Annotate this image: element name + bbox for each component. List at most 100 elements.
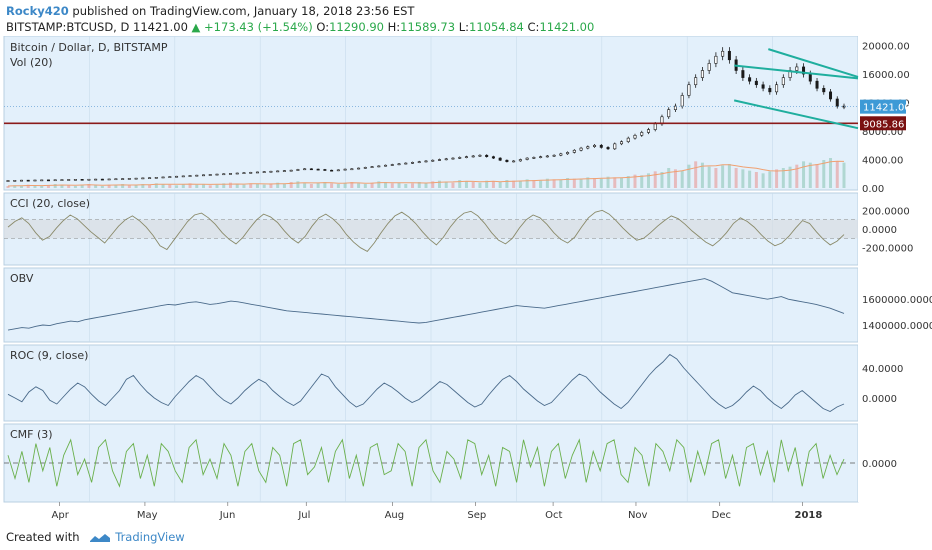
volume-bar — [141, 184, 145, 188]
candle-body — [579, 147, 583, 151]
channel-line-1 — [733, 99, 859, 130]
volume-bar — [80, 184, 84, 188]
x-tick-label: Jul — [297, 510, 310, 521]
candle-body — [822, 87, 826, 93]
last-price: 11421.00 — [133, 20, 188, 34]
candle-body — [593, 144, 597, 147]
volume-bar — [835, 161, 839, 188]
volume-bar — [673, 169, 677, 188]
indicator-tick-label: 0.0000 — [862, 225, 897, 236]
volume-bar — [94, 185, 98, 188]
volume-bar — [653, 171, 657, 188]
candle-body — [532, 157, 536, 159]
candle-body — [572, 149, 576, 153]
volume-bar — [33, 185, 37, 188]
volume-bar — [620, 178, 624, 188]
low-value: 11054.84 — [469, 20, 524, 34]
volume-bar — [613, 177, 617, 188]
indicator-tick-label: 40.0000 — [862, 364, 903, 375]
support-badge-label: 9085.86 — [863, 119, 904, 130]
candle-body — [411, 162, 415, 164]
candle-body — [768, 87, 772, 93]
volume-bar — [842, 162, 846, 188]
volume-bar — [606, 176, 610, 188]
volume-bar — [127, 184, 131, 188]
publish-text: published on TradingView.com, January 18… — [72, 4, 415, 18]
volume-bar — [330, 183, 334, 188]
author-link[interactable]: Rocky420 — [6, 4, 69, 18]
candle-body — [417, 161, 421, 163]
last-price-badge — [860, 99, 906, 114]
candle-body — [46, 179, 50, 182]
candle-body — [694, 77, 698, 86]
candle-body — [471, 155, 475, 158]
volume-bar — [667, 168, 671, 188]
tradingview-link[interactable]: TradingView — [115, 530, 185, 544]
candle-body — [653, 123, 657, 130]
volume-bar — [384, 182, 388, 188]
candle-body — [262, 171, 266, 173]
candle-body — [26, 179, 30, 182]
candle-body — [512, 160, 516, 163]
volume-bar — [478, 182, 482, 188]
volume-bar — [761, 173, 765, 188]
chart-canvas[interactable]: 20000.0016000.0012000.008000.004000.000.… — [0, 36, 932, 525]
indicator-line-roc — [7, 353, 845, 413]
symbol-line: BITSTAMP:BTCUSD, D 11421.00 ▲ +173.43 (+… — [6, 20, 594, 34]
volume-bar — [687, 164, 691, 188]
volume-bar — [303, 183, 307, 188]
price-tick-label: 4000.00 — [862, 156, 903, 167]
volume-bar — [154, 183, 158, 188]
candle-body — [343, 168, 347, 171]
indicator-tick-label: 200.0000 — [862, 206, 910, 217]
volume-bar — [134, 185, 138, 188]
volume-bar — [397, 182, 401, 188]
candle-body — [141, 177, 145, 180]
volume-bar — [390, 183, 394, 188]
volume-bar — [289, 182, 293, 188]
indicator-tick-label: 1400000.0000 — [862, 321, 932, 332]
volume-bar — [323, 182, 327, 188]
volume-bar — [633, 174, 637, 188]
candle-body — [525, 157, 529, 160]
indicator-tick-label: 0.0000 — [862, 394, 897, 405]
candle-body — [754, 80, 758, 86]
candle-body — [586, 146, 590, 149]
volume-bar — [168, 184, 172, 188]
volume-bar — [67, 185, 71, 188]
candle-body — [269, 170, 273, 173]
candle-body — [363, 167, 367, 169]
candle-body — [377, 165, 381, 168]
candle-body — [100, 178, 104, 181]
candle-body — [202, 174, 206, 177]
volume-bar — [363, 184, 367, 188]
candle-body — [222, 173, 226, 176]
candle-body — [350, 168, 354, 171]
candle-body — [404, 162, 408, 165]
volume-bar — [768, 171, 772, 188]
volume-bar — [660, 172, 664, 188]
candle-body — [673, 105, 677, 110]
indicator-title-cci: CCI (20, close) — [10, 197, 90, 210]
volume-bar — [188, 183, 192, 188]
candle-body — [161, 176, 165, 179]
last-price-badge-label: 11421.00 — [863, 103, 911, 114]
volume-bar — [87, 184, 91, 188]
volume-bar — [40, 186, 44, 188]
volume-bar — [640, 175, 644, 188]
x-tick-label: Nov — [628, 510, 648, 521]
volume-bar — [60, 184, 64, 188]
volume-bar — [370, 182, 374, 188]
volume-bar — [202, 184, 206, 188]
candle-body — [53, 179, 57, 182]
candle-body — [134, 177, 138, 180]
volume-bar — [437, 180, 441, 188]
candle-body — [606, 147, 610, 150]
volume-bar — [545, 178, 549, 188]
price-change: ▲ +173.43 (+1.54%) — [191, 20, 313, 34]
volume-bar — [734, 168, 738, 188]
tradingview-logo-icon — [90, 533, 111, 542]
candle-body — [336, 169, 340, 172]
candle-body — [775, 84, 779, 93]
volume-bar — [235, 184, 239, 188]
